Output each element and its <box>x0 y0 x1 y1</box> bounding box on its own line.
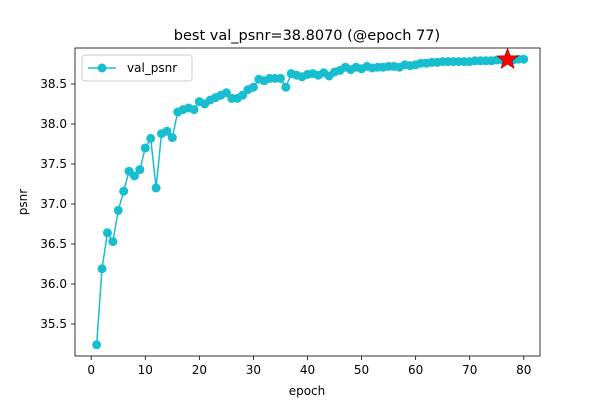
x-tick-label: 30 <box>246 363 261 377</box>
data-point <box>221 88 231 98</box>
best-epoch-star <box>496 47 519 70</box>
data-point <box>135 165 145 175</box>
x-tick-label: 80 <box>516 363 531 377</box>
data-point <box>113 205 123 215</box>
legend-marker <box>97 63 107 73</box>
data-point <box>167 133 177 143</box>
x-tick-label: 0 <box>87 363 95 377</box>
y-tick-label: 38.5 <box>40 77 67 91</box>
x-tick-label: 40 <box>300 363 315 377</box>
y-tick-label: 37.5 <box>40 157 67 171</box>
data-point <box>275 73 285 83</box>
data-point <box>92 340 102 350</box>
legend-box <box>81 54 193 82</box>
data-point <box>102 228 112 238</box>
y-axis-label: psnr <box>16 189 30 215</box>
plot-area <box>74 47 541 357</box>
data-point <box>151 183 161 193</box>
data-point <box>97 264 107 274</box>
x-tick-label: 10 <box>138 363 153 377</box>
data-point <box>140 143 150 153</box>
y-tick-label: 36.5 <box>40 237 67 251</box>
data-point <box>129 171 139 181</box>
y-tick-label: 38.0 <box>40 117 67 131</box>
data-point <box>248 82 258 92</box>
data-point <box>146 133 156 143</box>
x-tick-label: 50 <box>354 363 369 377</box>
x-tick-label: 20 <box>192 363 207 377</box>
legend-label: val_psnr <box>127 61 177 75</box>
plot-frame <box>74 47 541 357</box>
y-axis: 35.5 36.0 36.5 37.0 37.5 38.0 38.5 <box>40 77 75 331</box>
data-point <box>281 82 291 92</box>
series-line <box>95 58 524 345</box>
chart-title: best val_psnr=38.8070 (@epoch 77) <box>174 28 440 44</box>
data-point <box>189 105 199 115</box>
x-axis-label: epoch <box>289 384 326 398</box>
data-point <box>238 90 248 100</box>
data-point <box>519 54 529 64</box>
x-axis: 0 10 20 30 40 50 60 70 80 <box>87 356 531 377</box>
data-point <box>162 126 172 136</box>
x-tick-label: 60 <box>408 363 423 377</box>
y-tick-label: 36.0 <box>40 277 67 291</box>
series-layer <box>92 47 529 350</box>
x-tick-label: 70 <box>462 363 477 377</box>
data-point <box>119 186 129 196</box>
y-tick-label: 37.0 <box>40 197 67 211</box>
data-point <box>108 237 118 247</box>
legend: val_psnr <box>81 54 193 82</box>
y-tick-label: 35.5 <box>40 317 67 331</box>
